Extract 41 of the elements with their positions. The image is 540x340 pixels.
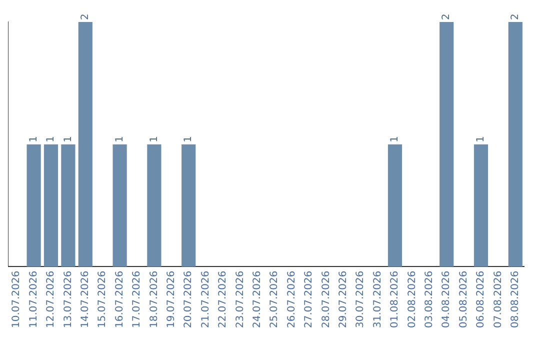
data-label: 1 (390, 136, 401, 142)
data-label: 1 (148, 136, 160, 142)
x-tick-label: 31.07.2026 (372, 270, 384, 328)
x-tick-label: 30.07.2026 (355, 270, 366, 328)
data-label: 1 (183, 136, 194, 142)
x-tick-label: 15.07.2026 (97, 270, 108, 328)
x-tick-label: 26.07.2026 (286, 270, 298, 328)
data-label: 1 (62, 136, 74, 142)
x-tick-label: 11.07.2026 (28, 270, 40, 328)
data-label: 2 (80, 14, 91, 20)
x-tick-label: 14.07.2026 (80, 270, 91, 328)
x-tick-label: 17.07.2026 (132, 270, 143, 328)
x-tick-label: 03.08.2026 (424, 270, 435, 328)
x-tick-label: 13.07.2026 (62, 270, 74, 328)
x-tick-label: 24.07.2026 (252, 270, 263, 328)
data-label: 1 (114, 136, 126, 142)
x-tick-label: 22.07.2026 (218, 270, 229, 328)
x-tick-label: 16.07.2026 (114, 270, 126, 328)
x-tick-label: 20.07.2026 (183, 270, 194, 328)
data-label: 1 (28, 136, 40, 142)
x-tick-label: 08.08.2026 (510, 270, 521, 328)
data-label: 1 (46, 136, 57, 142)
x-tick-label: 29.07.2026 (338, 270, 349, 328)
x-tick-label: 10.07.2026 (11, 270, 22, 328)
x-tick-label: 01.08.2026 (390, 270, 401, 328)
x-tick-label: 02.08.2026 (406, 270, 418, 328)
x-tick-label: 28.07.2026 (320, 270, 332, 328)
x-tick-label: 25.07.2026 (269, 270, 280, 328)
x-tick-label: 27.07.2026 (304, 270, 315, 328)
x-tick-label: 06.08.2026 (476, 270, 487, 328)
data-label: 2 (441, 14, 452, 20)
data-label: 1 (476, 136, 487, 142)
data-label: 2 (510, 14, 521, 20)
x-tick-label: 04.08.2026 (441, 270, 452, 328)
x-tick-label: 07.08.2026 (492, 270, 504, 328)
x-tick-label: 23.07.2026 (234, 270, 246, 328)
x-tick-label: 05.08.2026 (458, 270, 470, 328)
x-tick-label: 21.07.2026 (200, 270, 212, 328)
x-tick-label: 19.07.2026 (166, 270, 177, 328)
x-tick-label: 18.07.2026 (148, 270, 160, 328)
x-tick-label: 12.07.2026 (46, 270, 57, 328)
